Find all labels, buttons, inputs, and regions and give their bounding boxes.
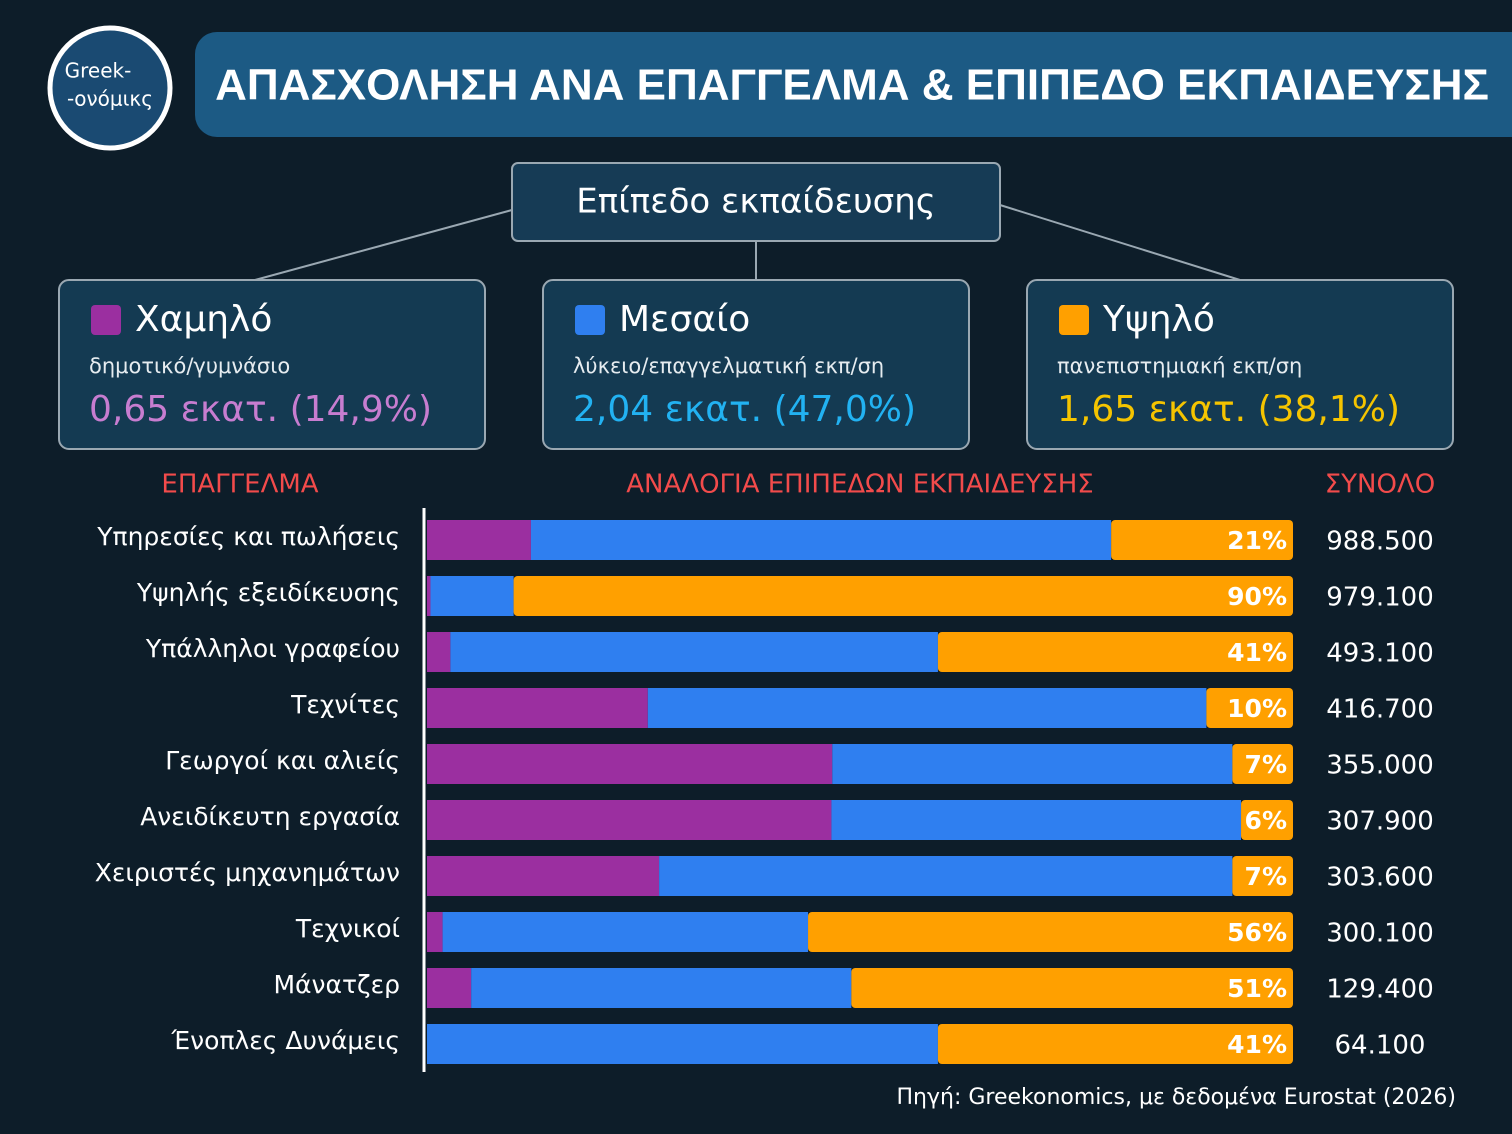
bar-segment [442, 912, 809, 952]
category-label: Χειριστές μηχανημάτων [95, 858, 400, 887]
value-label: 41% [1227, 1030, 1287, 1059]
legend-summary: 0,65 εκατ. (14,9%) [89, 389, 432, 430]
logo-text: -ονόμικς [67, 87, 153, 111]
category-label: Υψηλής εξειδίκευσης [136, 578, 400, 607]
bar-segment [427, 744, 833, 784]
legend-swatch [91, 305, 121, 335]
total-label: 416.700 [1326, 695, 1434, 725]
value-label: 51% [1227, 974, 1287, 1003]
bar-segment [1232, 856, 1293, 896]
legend-description: πανεπιστημιακή εκπ/ση [1057, 354, 1302, 378]
bar-segment [450, 632, 938, 672]
category-label: Τεχνικοί [295, 914, 401, 943]
legend-swatch [1059, 305, 1089, 335]
bar-segment [1206, 688, 1293, 728]
bar-segment [427, 968, 472, 1008]
bar-segment [808, 912, 1293, 952]
value-label: 7% [1245, 862, 1287, 891]
legend-name: Υψηλό [1102, 299, 1215, 340]
category-label: Υπηρεσίες και πωλήσεις [96, 522, 400, 551]
total-label: 303.600 [1326, 863, 1434, 893]
legend-swatch [575, 305, 605, 335]
bar-segment [937, 1024, 1293, 1064]
bar-segment [427, 856, 660, 896]
logo [47, 25, 173, 151]
total-label: 493.100 [1326, 639, 1434, 669]
logo-text: Greek- [65, 59, 132, 83]
bar-segment [427, 576, 431, 616]
total-label: 300.100 [1326, 919, 1434, 949]
legend-description: λύκειο/επαγγελματική εκπ/ση [573, 354, 884, 378]
legend-name: Μεσαίο [619, 299, 750, 340]
y-axis-label: ΕΠΑΓΓΕΛΜΑ [161, 470, 318, 500]
bar-segment [831, 800, 1242, 840]
legend-summary: 1,65 εκατ. (38,1%) [1057, 389, 1400, 430]
bar-segment [427, 1024, 938, 1064]
bar-segment [530, 520, 1112, 560]
value-label: 7% [1245, 750, 1287, 779]
value-label: 56% [1227, 918, 1287, 947]
category-label: Τεχνίτες [290, 690, 400, 719]
title: ΑΠΑΣΧΟΛΗΣΗ ΑΝΑ ΕΠΑΓΓΕΛΜΑ & ΕΠΙΠΕΔΟ ΕΚΠΑΙ… [215, 61, 1489, 110]
total-label: 979.100 [1326, 583, 1434, 613]
bar-segment [937, 632, 1293, 672]
bar-segment [471, 968, 852, 1008]
bar-segment [1111, 520, 1293, 560]
x-axis-label: ΑΝΑΛΟΓΙΑ ΕΠΙΠΕΔΩΝ ΕΚΠΑΙΔΕΥΣΗΣ [626, 470, 1093, 500]
category-label: Μάνατζερ [273, 970, 400, 999]
bar-segment [427, 912, 443, 952]
bar-segment [659, 856, 1233, 896]
source: Πηγή: Greekonomics, με δεδομένα Eurostat… [897, 1085, 1456, 1110]
bar-segment [851, 968, 1293, 1008]
legend-name: Χαμηλό [135, 299, 272, 340]
total-label: 64.100 [1335, 1031, 1426, 1061]
category-label: Ένοπλες Δυνάμεις [171, 1026, 400, 1055]
legend-box [58, 279, 486, 450]
legend-title: Επίπεδο εκπαίδευσης [576, 182, 935, 222]
value-label: 41% [1227, 638, 1287, 667]
category-label: Γεωργοί και αλιείς [165, 746, 400, 775]
bar-segment [427, 800, 832, 840]
category-label: Ανειδίκευτη εργασία [140, 802, 400, 831]
legend-box [1026, 279, 1454, 450]
total-label: 988.500 [1326, 527, 1434, 557]
bar-segment [647, 688, 1207, 728]
legend-description: δημοτικό/γυμνάσιο [89, 354, 290, 378]
legend-title-box [511, 162, 1001, 242]
total-label: 355.000 [1326, 751, 1434, 781]
bar-segment [832, 744, 1233, 784]
total-header: ΣΥΝΟΛΟ [1325, 470, 1435, 500]
bar-segment [427, 632, 451, 672]
bar-segment [430, 576, 514, 616]
total-label: 307.900 [1326, 807, 1434, 837]
value-label: 21% [1227, 526, 1287, 555]
total-label: 129.400 [1326, 975, 1434, 1005]
legend-summary: 2,04 εκατ. (47,0%) [573, 389, 916, 430]
connectors [254, 204, 1241, 281]
bar-segment [513, 576, 1293, 616]
bar-segment [427, 688, 648, 728]
value-label: 10% [1227, 694, 1287, 723]
bar-segment [1241, 800, 1293, 840]
bar-segment [1232, 744, 1293, 784]
value-label: 90% [1227, 582, 1287, 611]
bar-segment [427, 520, 531, 560]
value-label: 6% [1245, 806, 1287, 835]
legend-box [542, 279, 970, 450]
category-label: Υπάλληλοι γραφείου [145, 634, 400, 663]
title-bar [195, 32, 1512, 137]
